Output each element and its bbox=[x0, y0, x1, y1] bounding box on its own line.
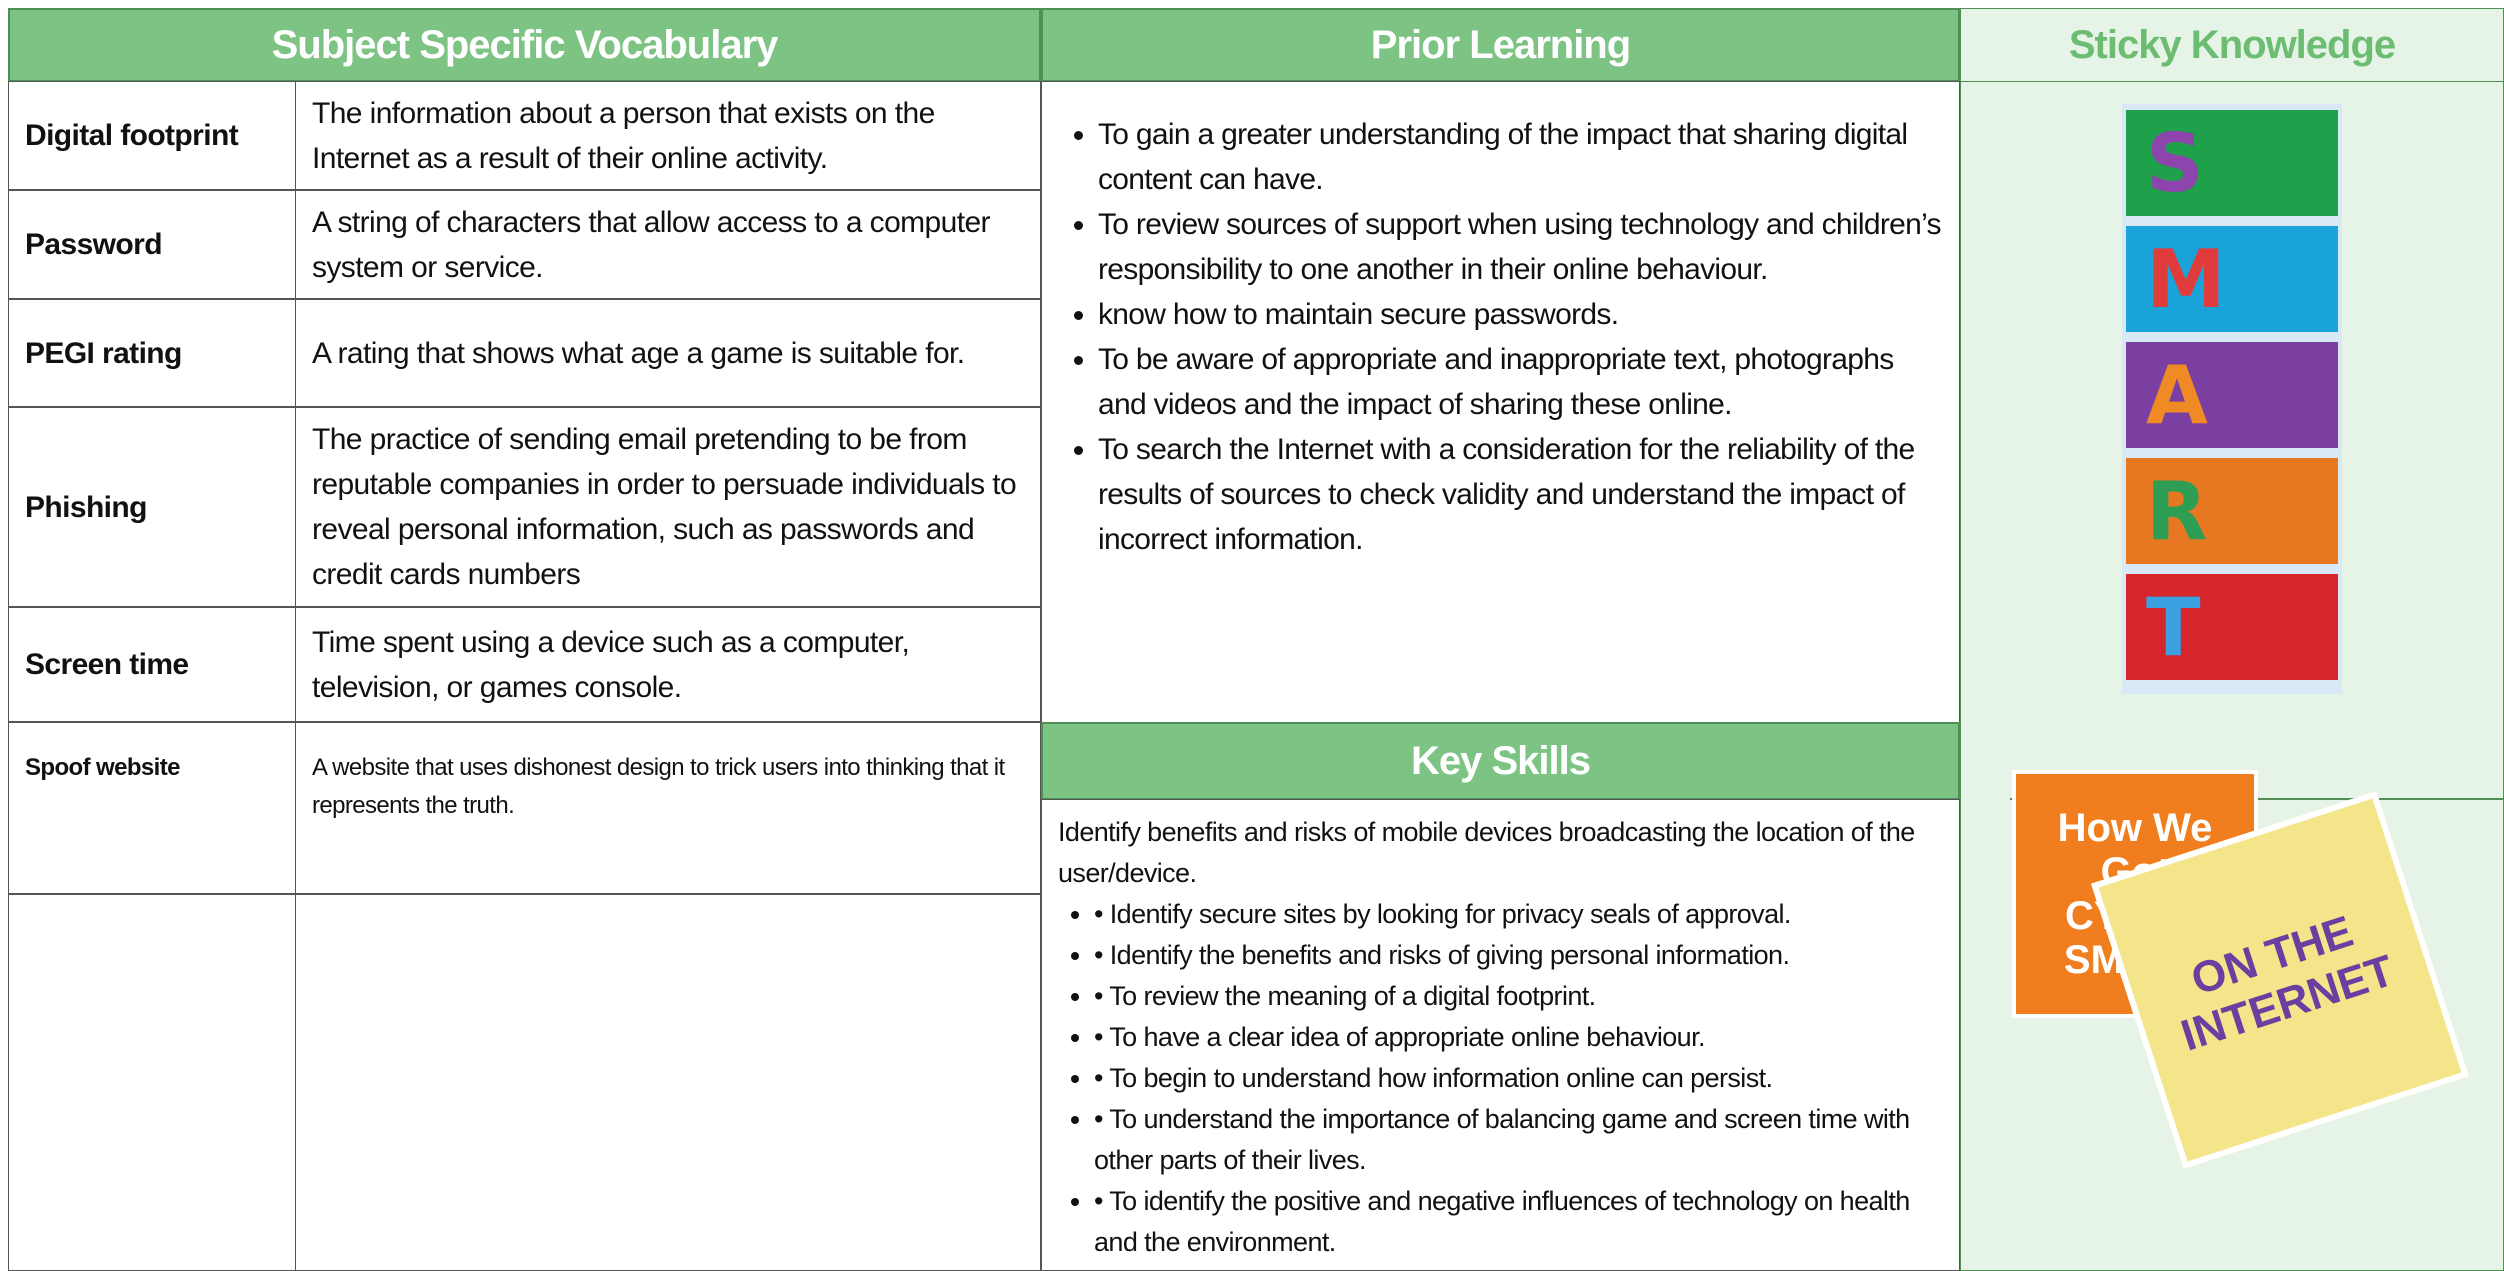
skills-intro: Identify benefits and risks of mobile de… bbox=[1058, 817, 1915, 888]
vocab-term: Password bbox=[8, 190, 296, 299]
vocab-term: PEGI rating bbox=[8, 299, 296, 407]
empty-cell bbox=[8, 894, 296, 1271]
sticky-header: Sticky Knowledge bbox=[1960, 8, 2504, 82]
vocab-definition: A rating that shows what age a game is s… bbox=[295, 299, 1041, 407]
skills-item: • Identify secure sites by looking for p… bbox=[1094, 894, 1945, 935]
prior-item: To gain a greater understanding of the i… bbox=[1098, 112, 1945, 202]
skills-item: • To begin to understand how information… bbox=[1094, 1058, 1945, 1099]
prior-header: Prior Learning bbox=[1041, 8, 1960, 82]
vocab-definition: The practice of sending email pretending… bbox=[295, 407, 1041, 607]
skills-item: • To have a clear idea of appropriate on… bbox=[1094, 1017, 1945, 1058]
smart-poster: R bbox=[2126, 458, 2338, 564]
skills-header: Key Skills bbox=[1041, 722, 1960, 800]
vocab-header: Subject Specific Vocabulary bbox=[8, 8, 1041, 82]
skills-item: • To understand the importance of balanc… bbox=[1094, 1099, 1945, 1181]
skills-item: • Identify the benefits and risks of giv… bbox=[1094, 935, 1945, 976]
smart-poster: M bbox=[2126, 226, 2338, 332]
vocab-definition: Time spent using a device such as a comp… bbox=[295, 607, 1041, 722]
prior-body: To gain a greater understanding of the i… bbox=[1041, 81, 1960, 723]
skills-list: • Identify secure sites by looking for p… bbox=[1058, 894, 1945, 1263]
vocab-term: Digital footprint bbox=[8, 81, 296, 190]
vocab-term: Screen time bbox=[8, 607, 296, 722]
vocab-definition: A string of characters that allow access… bbox=[295, 190, 1041, 299]
vocab-definition: A website that uses dishonest design to … bbox=[295, 722, 1041, 894]
empty-cell bbox=[295, 894, 1041, 1271]
prior-item: know how to maintain secure passwords. bbox=[1098, 292, 1945, 337]
smart-poster: A bbox=[2126, 342, 2338, 448]
prior-item: To review sources of support when using … bbox=[1098, 202, 1945, 292]
vocab-definition: The information about a person that exis… bbox=[295, 81, 1041, 190]
prior-item: To be aware of appropriate and inappropr… bbox=[1098, 337, 1945, 427]
vocab-term: Phishing bbox=[8, 407, 296, 607]
smart-poster: S bbox=[2126, 110, 2338, 216]
smart-poster: T bbox=[2126, 574, 2338, 680]
skills-item: • To identify the positive and negative … bbox=[1094, 1181, 1945, 1263]
prior-item: To search the Internet with a considerat… bbox=[1098, 427, 1945, 562]
prior-list: To gain a greater understanding of the i… bbox=[1062, 112, 1945, 562]
vocab-term: Spoof website bbox=[8, 722, 296, 894]
skills-body: Identify benefits and risks of mobile de… bbox=[1041, 799, 1960, 1271]
skills-item: • To review the meaning of a digital foo… bbox=[1094, 976, 1945, 1017]
